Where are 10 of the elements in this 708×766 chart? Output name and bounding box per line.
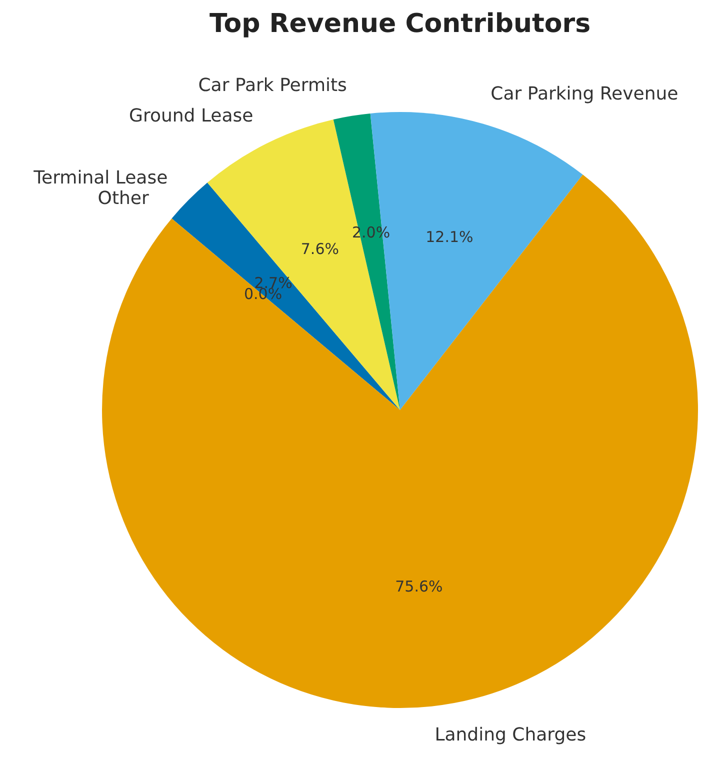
data-label: 12.1%	[426, 228, 474, 246]
slice-label: Terminal Lease	[32, 167, 168, 188]
chart-title: Top Revenue Contributors	[209, 8, 591, 39]
data-label: 7.6%	[300, 240, 339, 258]
category-label: Other	[98, 188, 149, 209]
slice-label: Car Park Permits	[198, 75, 347, 96]
slice-label: Ground Lease	[129, 106, 254, 127]
slice-label: Car Parking Revenue	[490, 84, 678, 105]
data-label: 75.6%	[395, 578, 443, 596]
slice-label: Landing Charges	[434, 724, 586, 746]
